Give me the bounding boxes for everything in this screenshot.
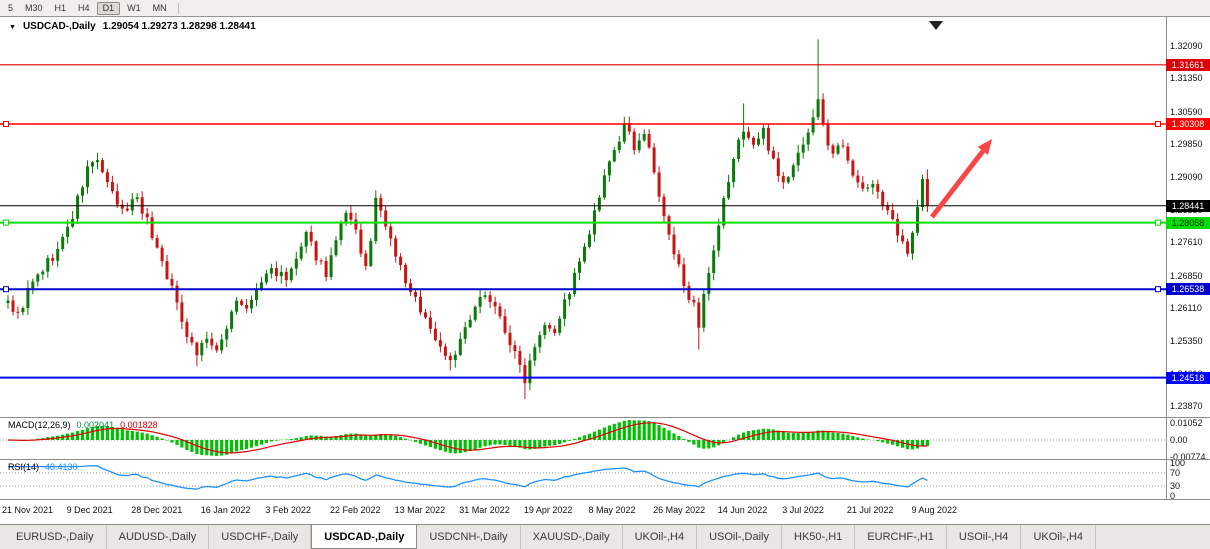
chart-shift-marker[interactable]	[929, 21, 943, 30]
price-axis-label: 1.27610	[1170, 237, 1203, 248]
horizontal-line-objects[interactable]	[0, 64, 1166, 379]
rsi-value: 48.4130	[45, 462, 78, 472]
chart-tab-usdcad-daily[interactable]: USDCAD-,Daily	[311, 525, 418, 549]
price-axis-label: 1.25350	[1170, 336, 1203, 347]
date-axis-label: 19 Apr 2022	[523, 505, 573, 515]
date-axis-label: 22 Feb 2022	[330, 505, 381, 515]
rsi-axis-label: 100	[1170, 458, 1186, 468]
price-axis-label: 1.29090	[1170, 172, 1203, 183]
macd-label-text: MACD(12,26,9)	[8, 420, 71, 430]
price-axis-label: 1.26110	[1170, 302, 1202, 313]
chart-title-row: ▼ USDCAD-,Daily 1.29054 1.29273 1.28298 …	[9, 21, 256, 32]
line-handle[interactable]	[3, 219, 9, 226]
timeframe-button-m30[interactable]: M30	[25, 2, 43, 13]
price-level-tag: 1.28441	[1166, 199, 1210, 212]
rsi-line	[8, 465, 928, 490]
line-handle[interactable]	[1155, 121, 1161, 127]
date-axis-label: 28 Dec 2021	[131, 505, 183, 515]
chart-tab-usdchf-daily[interactable]: USDCHF-,Daily	[209, 525, 312, 549]
price-axis-label: 1.23870	[1170, 401, 1203, 411]
date-axis-label: 21 Jul 2022	[846, 505, 894, 515]
price-level-tag: 1.24518	[1166, 371, 1210, 384]
price-axis-label: 1.29850	[1170, 139, 1203, 150]
price-axis-label: 1.31350	[1170, 73, 1203, 84]
chart-tab-ukoil-h4[interactable]: UKOil-,H4	[623, 525, 698, 549]
chart-ohlc-values: 1.29054 1.29273 1.28298 1.28441	[102, 21, 256, 32]
chart-tab-audusd-daily[interactable]: AUDUSD-,Daily	[107, 525, 210, 549]
macd-panel-separator[interactable]	[0, 417, 1210, 418]
chart-tab-ukoil-h4[interactable]: UKOil-,H4	[1021, 525, 1096, 549]
macd-axis-label: 0.01052	[1170, 418, 1203, 428]
chart-tab-eurchf-h1[interactable]: EURCHF-,H1	[855, 525, 947, 549]
price-level-tag: 1.31661	[1166, 58, 1210, 71]
timeframe-toolbar: 5 M30 H1 H4 D1 W1 MN	[0, 0, 1210, 17]
chart-symbol-title: USDCAD-,Daily	[22, 21, 96, 32]
line-handle[interactable]	[1155, 219, 1161, 226]
date-axis-label: 21 Nov 2021	[2, 505, 54, 515]
date-axis-label: 8 May 2022	[588, 505, 636, 515]
toolbar-separator	[177, 2, 179, 14]
line-handle[interactable]	[3, 286, 9, 293]
macd-main-value: 0.002041	[76, 420, 115, 430]
timeframe-button-d1[interactable]: D1	[96, 1, 121, 15]
rsi-axis-label: 70	[1170, 467, 1181, 478]
chart-tab-usoil-h4[interactable]: USOil-,H4	[947, 525, 1022, 549]
macd-axis-label: -0.00774	[1170, 452, 1206, 462]
date-axis-label: 31 Mar 2022	[459, 505, 510, 515]
chart-tab-usoil-daily[interactable]: USOil-,Daily	[697, 525, 782, 549]
time-axis: 21 Nov 2021 9 Dec 2021 28 Dec 2021 16 Jan 2…	[0, 499, 1166, 524]
time-axis-separator	[0, 499, 1210, 500]
rsi-panel-separator[interactable]	[0, 459, 1210, 460]
line-handle[interactable]	[3, 121, 9, 127]
date-axis-label: 3 Jul 2022	[782, 505, 824, 515]
date-axis-label: 3 Feb 2022	[265, 505, 311, 515]
trend-arrow-annotation[interactable]	[930, 139, 992, 219]
macd-indicator-label: MACD(12,26,9) 0.002041 0.001828	[8, 420, 158, 430]
chart-tab-hk50-h1[interactable]: HK50-,H1	[782, 525, 856, 549]
price-level-tag: 1.28058	[1166, 216, 1210, 229]
line-handle[interactable]	[1155, 286, 1161, 293]
rsi-label-text: RSI(14)	[8, 462, 40, 472]
timeframe-button-5[interactable]: 5	[8, 2, 14, 13]
date-axis-label: 9 Aug 2022	[911, 505, 958, 515]
price-axis-label: 1.26850	[1170, 270, 1203, 281]
date-axis-label: 9 Dec 2021	[66, 505, 113, 515]
rsi-indicator-label: RSI(14) 48.4130	[8, 462, 78, 472]
date-axis-label: 16 Jan 2022	[200, 505, 251, 515]
chart-tab-xauusd-daily[interactable]: XAUUSD-,Daily	[521, 525, 623, 549]
date-axis-label: 13 Mar 2022	[394, 505, 446, 515]
price-axis-label: 1.32090	[1170, 41, 1203, 51]
price-axis-label: 1.30590	[1170, 106, 1203, 117]
timeframe-button-w1[interactable]: W1	[127, 2, 141, 13]
price-level-tag: 1.26538	[1166, 283, 1210, 296]
price-level-tag: 1.30308	[1166, 118, 1210, 130]
chart-window: ▼ USDCAD-,Daily 1.29054 1.29273 1.28298 …	[0, 17, 1210, 524]
rsi-axis-label: 0	[1170, 491, 1176, 501]
date-axis-label: 26 May 2022	[653, 505, 706, 515]
timeframe-button-h4[interactable]: H4	[78, 2, 90, 13]
candlestick-series	[6, 39, 929, 399]
price-axis-separator	[1166, 17, 1167, 499]
chart-tabs-bar: EURUSD-,Daily AUDUSD-,Daily USDCHF-,Daily U…	[0, 524, 1210, 549]
timeframe-button-mn[interactable]: MN	[152, 2, 167, 13]
chart-tab-eurusd-daily[interactable]: EURUSD-,Daily	[4, 525, 107, 549]
timeframe-button-h1[interactable]: H1	[54, 2, 67, 13]
macd-signal-value: 0.001828	[120, 420, 158, 430]
rsi-axis-label: 30	[1170, 481, 1181, 492]
price-chart-canvas[interactable]	[0, 17, 1166, 499]
date-axis-label: 14 Jun 2022	[717, 505, 768, 515]
chart-tab-usdcnh-daily[interactable]: USDCNH-,Daily	[417, 525, 521, 549]
macd-signal-line	[7, 422, 928, 454]
symbol-dropdown-icon[interactable]: ▼	[9, 24, 16, 31]
macd-axis-label: 0.00	[1170, 435, 1188, 445]
